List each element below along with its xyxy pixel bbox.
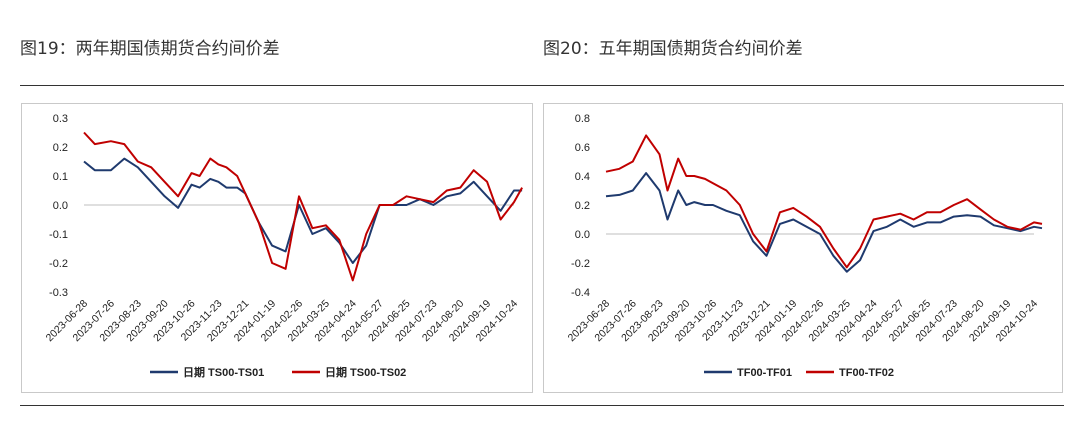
y-tick-label: 0.2 (53, 142, 68, 154)
chart-svg-left: 0.30.20.10.0-0.1-0.2-0.32023-06-282023-0… (44, 113, 523, 379)
series-line-1 (83, 157, 523, 264)
series-line-2 (83, 131, 523, 282)
bottom-rule (20, 405, 1064, 406)
chart-panel-right: 0.8 0.6 0.4 0.2 0.0 -0.2 -0.4 2023-06-28 2023-07… (543, 103, 1063, 393)
chart-svg-right: 0.80.60.40.20.0-0.2-0.42023-06-282023-07… (566, 113, 1043, 379)
y-tick-label: 0.1 (53, 171, 68, 183)
y-tick-label: 0.2 (575, 200, 590, 212)
legend-label-1: 日期 TS00-TS01 (183, 365, 264, 379)
y-tick-label: 0.6 (575, 142, 590, 154)
legend-label-1: TF00-TF01 (737, 367, 792, 379)
y-tick-label: 0.4 (575, 171, 590, 183)
series-line-2 (605, 134, 1043, 269)
chart-panel-left: 0.3 0.2 0.1 0.0 -0.1 -0.2 -0.3 2023-06-28 2023-0… (21, 103, 533, 393)
legend-label-2: TF00-TF02 (839, 367, 894, 379)
y-tick-label: 0.0 (53, 200, 68, 212)
y-tick-label: 0.0 (575, 229, 590, 241)
y-tick-label: -0.2 (571, 258, 590, 270)
y-tick-label: 0.8 (575, 113, 590, 125)
y-tick-label: -0.4 (571, 287, 590, 299)
figure-title-left: 图19：两年期国债期货合约间价差 (20, 39, 280, 59)
series-line-1 (605, 172, 1043, 273)
y-tick-label: -0.1 (49, 229, 68, 241)
y-tick-label: -0.3 (49, 287, 68, 299)
figure-title-right: 图20：五年期国债期货合约间价差 (543, 39, 803, 59)
top-rule (20, 85, 1064, 86)
y-tick-label: -0.2 (49, 258, 68, 270)
y-tick-label: 0.3 (53, 113, 68, 125)
legend-label-2: 日期 TS00-TS02 (325, 365, 406, 379)
